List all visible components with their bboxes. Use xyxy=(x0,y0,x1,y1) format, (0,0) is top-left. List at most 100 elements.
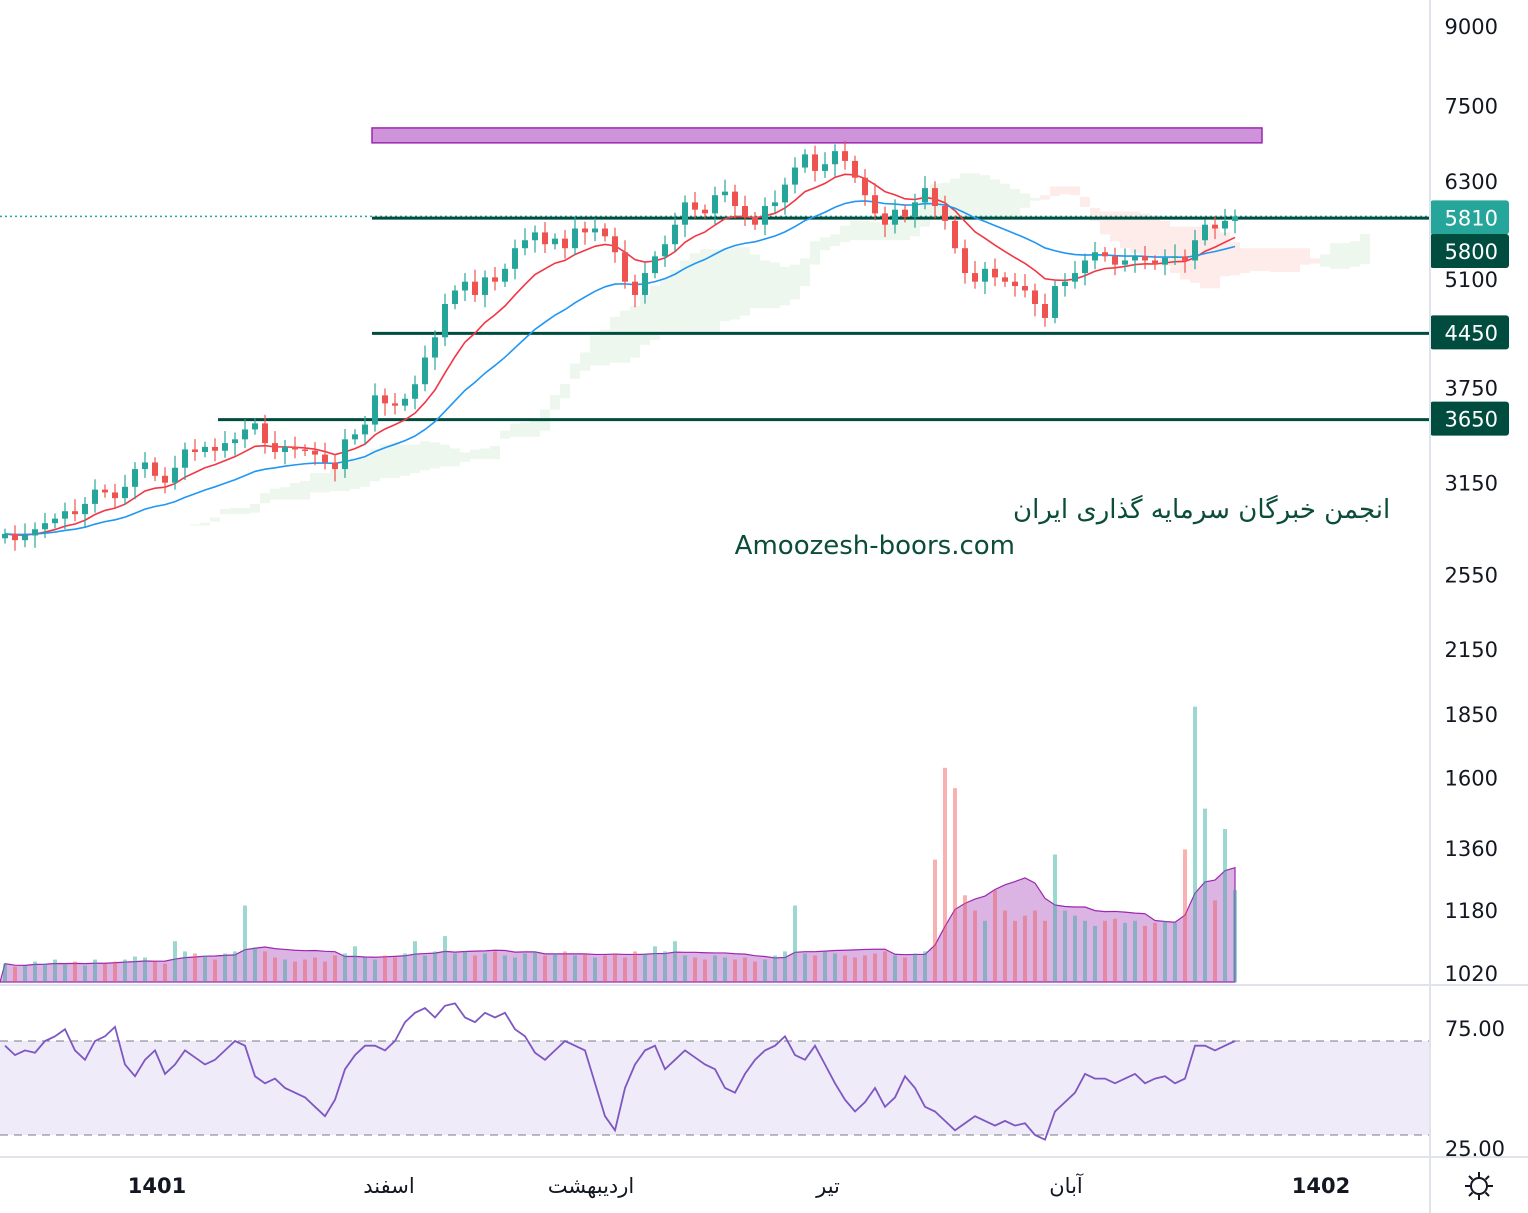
candle xyxy=(732,184,738,219)
candle xyxy=(442,293,448,347)
cloud-segment xyxy=(620,310,630,363)
volume-bar xyxy=(583,953,587,982)
candle-body xyxy=(302,449,308,451)
price-tick: 7500 xyxy=(1445,94,1498,118)
candle xyxy=(1002,272,1008,287)
price-axis[interactable]: 9000 7500 6300 5100 3750 3150 2550 2150 1850 1600… xyxy=(1445,15,1498,986)
candle xyxy=(672,212,678,252)
candle xyxy=(122,474,128,506)
candle xyxy=(432,330,438,370)
cloud-segment xyxy=(480,448,490,460)
cloud-segment xyxy=(420,441,430,471)
volume-bar xyxy=(683,955,687,982)
cloud-segment xyxy=(1090,207,1100,221)
candle xyxy=(1022,274,1028,298)
volume-bar xyxy=(613,953,617,982)
cloud-segment xyxy=(210,517,220,522)
cloud-segment xyxy=(1070,186,1080,196)
volume-bar xyxy=(1153,922,1157,982)
candle-body xyxy=(392,403,398,406)
volume-bar xyxy=(323,961,327,982)
candle xyxy=(522,228,528,256)
candle xyxy=(802,149,808,173)
candle xyxy=(552,233,558,250)
cloud-segment xyxy=(640,294,650,345)
candle xyxy=(212,438,218,462)
candle xyxy=(1172,244,1178,266)
volume-bar xyxy=(483,953,487,982)
candle xyxy=(1042,293,1048,327)
volume-bar xyxy=(1013,920,1017,982)
price-tick: 2550 xyxy=(1445,564,1498,588)
volume-bar xyxy=(113,961,117,982)
candle xyxy=(132,462,138,500)
volume-bar xyxy=(373,959,377,982)
resistance-zone[interactable] xyxy=(371,127,1263,144)
candle xyxy=(862,169,868,206)
candle-body xyxy=(1152,260,1158,265)
candle-body xyxy=(552,238,558,245)
candle-body xyxy=(352,434,358,440)
cloud-segment xyxy=(360,456,370,487)
candle-body xyxy=(992,268,998,278)
candle xyxy=(22,523,28,548)
cloud-segment xyxy=(520,422,530,437)
candle-body xyxy=(1222,220,1228,229)
time-label: آبان xyxy=(1049,1173,1084,1198)
candle xyxy=(92,479,98,513)
volume-bar xyxy=(933,859,937,982)
candle-body xyxy=(182,449,188,468)
time-axis[interactable]: 1401 اسفند اردیبهشت تیر آبان 1402 xyxy=(128,1173,1350,1198)
volume-bar xyxy=(1173,922,1177,982)
candle-body xyxy=(862,177,868,196)
cloud-segment xyxy=(490,445,500,460)
volume-bar xyxy=(1043,920,1047,982)
candle xyxy=(662,235,668,267)
watermark-url: Amoozesh-boors.com xyxy=(735,531,1015,561)
volume-bar xyxy=(453,953,457,982)
price-tick: 3150 xyxy=(1445,472,1498,496)
volume-bar xyxy=(1003,910,1007,982)
candle-body xyxy=(152,462,158,476)
candle-body xyxy=(802,154,808,168)
candle-body xyxy=(742,206,748,218)
volume-bar xyxy=(73,961,77,982)
candle xyxy=(52,513,58,529)
horizontal-levels[interactable]: 5810 5800 4450 3650 xyxy=(0,200,1509,436)
volume-bar xyxy=(563,951,567,982)
candle-body xyxy=(222,443,228,451)
price-tag-label: 4450 xyxy=(1445,321,1498,345)
volume-bar xyxy=(383,955,387,982)
volume-bar xyxy=(83,965,87,982)
volume-bar xyxy=(463,951,467,982)
candle-body xyxy=(262,423,268,444)
gear-icon[interactable] xyxy=(1465,1172,1493,1200)
candle-body xyxy=(512,248,518,269)
volume-bar xyxy=(1063,910,1067,982)
candle-body xyxy=(642,273,648,295)
volume-bar xyxy=(763,959,767,982)
volume-bar xyxy=(183,951,187,982)
cloud-segment xyxy=(510,423,520,437)
candle-body xyxy=(952,220,958,249)
candle xyxy=(532,225,538,253)
candle-body xyxy=(1012,281,1018,287)
cloud-segment xyxy=(580,352,590,371)
candle xyxy=(832,144,838,177)
volume-bar xyxy=(723,957,727,982)
cloud-segment xyxy=(990,179,1000,218)
candle-body xyxy=(362,424,368,435)
candle xyxy=(562,230,568,259)
price-tick: 6300 xyxy=(1445,170,1498,194)
candle-body xyxy=(442,303,448,338)
cloud-segment xyxy=(1340,243,1350,269)
time-label: اسفند xyxy=(363,1174,414,1198)
cloud-segment xyxy=(1200,226,1210,289)
price-tick: 1180 xyxy=(1445,899,1498,923)
volume-bar xyxy=(993,890,997,982)
candle-body xyxy=(762,206,768,225)
cloud-segment xyxy=(500,430,510,439)
volume-bar xyxy=(773,955,777,982)
volume-bar xyxy=(243,905,247,982)
